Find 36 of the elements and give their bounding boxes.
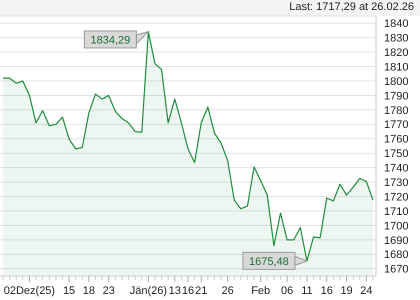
y-tick-label: 1690 [384,234,408,247]
y-tick-label: 1730 [384,177,408,190]
x-tick-label: Feb [251,285,270,297]
y-tick-label: 1820 [384,47,408,60]
y-tick-label: 1790 [384,90,408,102]
y-tick-label: 1830 [384,32,408,45]
x-tick-label: 21 [195,285,208,297]
y-tick-label: 1710 [384,206,408,218]
y-tick-label: 1680 [384,249,408,262]
chart-title: Last: 1717,29 at 26.02.26 [289,1,414,13]
x-tick-label: 16 [320,285,333,297]
x-tick-label: 23 [102,285,115,297]
y-tick-label: 1780 [384,104,408,117]
y-tick-label: 1750 [384,148,408,160]
x-tick-label: 15 [62,285,76,297]
x-tick-label: 13 [168,285,181,297]
y-tick-label: 1800 [384,76,408,88]
x-tick-label: 24 [360,285,373,297]
y-tick-label: 1700 [384,220,408,232]
y-tick-label: 1670 [384,264,408,276]
x-tick-label: 06 [280,285,294,297]
annotation: 1834,29 [90,34,130,46]
x-tick-label: 26 [222,285,234,297]
y-tick-label: 1720 [384,191,408,204]
x-tick-label: 19 [340,285,353,297]
y-tick-label: 1740 [384,162,408,175]
y-tick-label: 1840 [384,18,408,30]
y-tick-label: 1810 [384,61,408,74]
x-tick-label: 02Dez(25) [4,285,56,297]
annotation: 1675,48 [249,256,289,268]
y-tick-label: 1770 [384,119,408,132]
x-tick-label: 18 [82,285,96,297]
y-tick-label: 1760 [384,134,408,146]
x-tick-label: 16 [182,285,194,297]
x-tick-label: Jän(26) [130,285,168,297]
x-tick-label: 11 [301,285,313,297]
